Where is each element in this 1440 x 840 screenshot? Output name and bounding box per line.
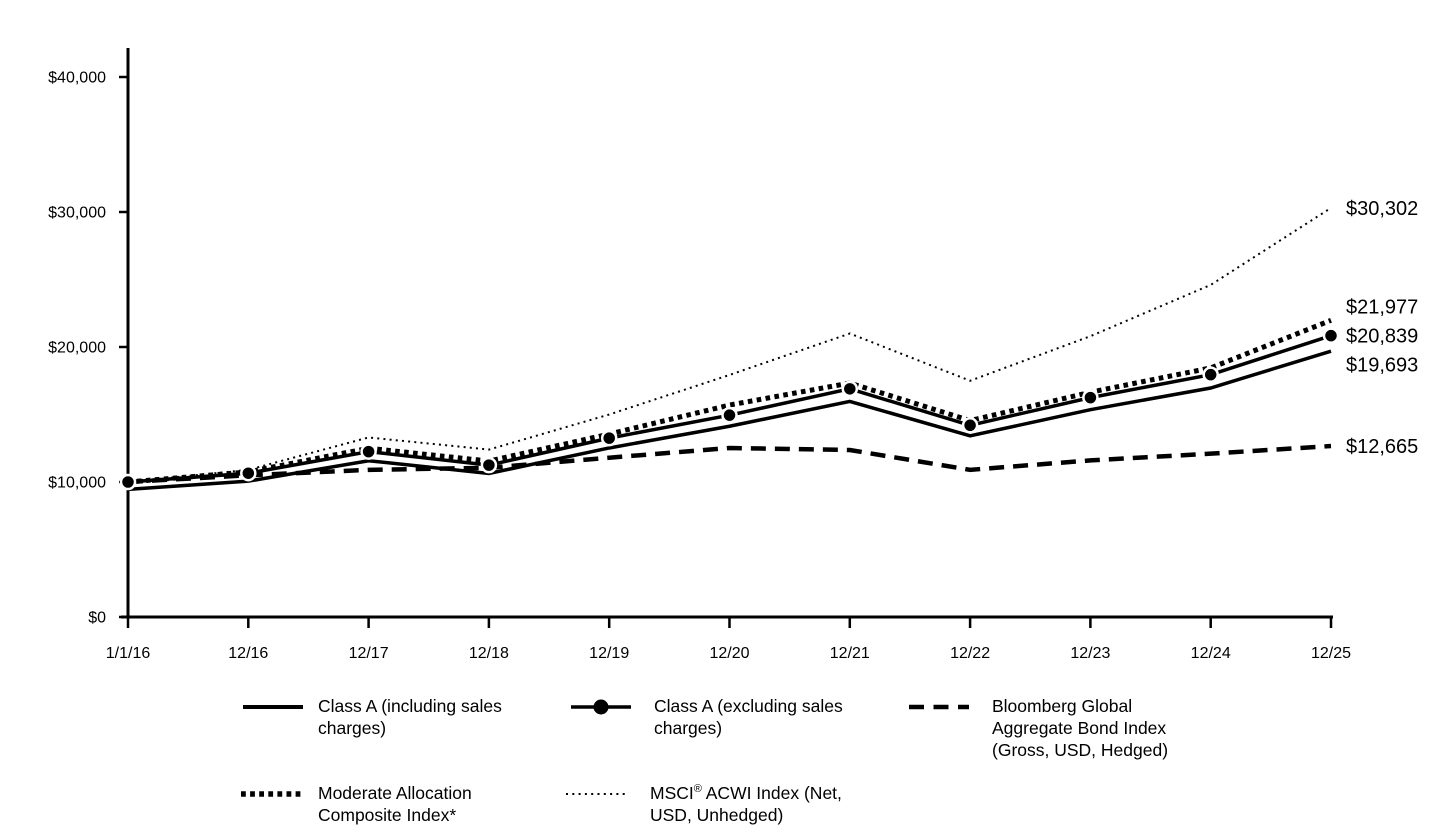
series-line-dashed bbox=[127, 443, 1332, 485]
legend-item: Bloomberg Global Aggregate Bond Index (Gro… bbox=[908, 695, 1168, 761]
data-point-marker bbox=[1082, 389, 1099, 406]
legend-item-label: Moderate Allocation Composite Index* bbox=[318, 783, 472, 825]
x-axis-tick-label: 1/1/16 bbox=[106, 645, 151, 662]
x-axis-tick-label: 12/21 bbox=[830, 645, 870, 662]
series-end-value-label: $21,977 bbox=[1346, 297, 1418, 319]
x-axis-tick-label: 12/20 bbox=[709, 645, 749, 662]
legend-item-label: Class A (excluding sales charges) bbox=[654, 696, 843, 738]
x-axis-tick-label: 12/25 bbox=[1311, 645, 1351, 662]
legend-item-label: Class A (including sales charges) bbox=[318, 696, 502, 738]
data-point-marker bbox=[1322, 327, 1340, 344]
data-point-marker bbox=[841, 380, 859, 398]
legend-swatch-solid-marker-icon bbox=[571, 699, 631, 715]
legend-item: Class A (including sales charges) bbox=[242, 695, 502, 739]
series-end-value-label: $12,665 bbox=[1346, 436, 1418, 458]
data-point-marker bbox=[1202, 366, 1219, 383]
x-axis-tick-label: 12/23 bbox=[1070, 645, 1110, 662]
data-point-marker bbox=[119, 473, 137, 491]
data-point-marker bbox=[600, 429, 618, 447]
series-end-value-label: $30,302 bbox=[1346, 198, 1418, 220]
legend-item: MSCI® ACWI Index (Net, USD, Unhedged) bbox=[565, 782, 842, 826]
data-point-marker bbox=[360, 443, 377, 460]
legend-item-label: Bloomberg Global Aggregate Bond Index (Gro… bbox=[992, 696, 1169, 760]
x-axis-tick-label: 12/24 bbox=[1191, 645, 1231, 662]
series-end-value-label: $19,693 bbox=[1346, 355, 1418, 377]
legend-swatch-dotted-fine-icon bbox=[566, 793, 626, 795]
series-line-dotted-fine bbox=[127, 207, 1332, 483]
legend-swatch-dotted-thick-icon bbox=[241, 791, 301, 797]
legend-swatch-dashed-icon bbox=[909, 704, 969, 710]
x-axis-tick-label: 12/18 bbox=[469, 645, 509, 662]
legend-marker-dot-icon bbox=[593, 699, 609, 715]
series-line-solid bbox=[127, 349, 1332, 492]
legend-item: Class A (excluding sales charges) bbox=[570, 695, 843, 739]
growth-of-10000-line-chart: $0 $10,000 $20,000 $30,000 $40,000 1/1/16 12/1… bbox=[48, 48, 1418, 662]
data-point-marker bbox=[480, 456, 498, 474]
legend-item: Moderate Allocation Composite Index* bbox=[240, 782, 472, 826]
y-axis-tick-label: $30,000 bbox=[48, 205, 106, 222]
data-point-marker bbox=[961, 417, 979, 434]
x-axis-tick-label: 12/19 bbox=[589, 645, 629, 662]
data-point-marker bbox=[721, 406, 738, 424]
x-axis-tick-label: 12/22 bbox=[950, 645, 990, 662]
legend-item-label: MSCI® ACWI Index (Net, USD, Unhedged) bbox=[650, 783, 842, 825]
series-end-value-label: $20,839 bbox=[1346, 326, 1418, 348]
y-axis-tick-label: $20,000 bbox=[48, 340, 106, 357]
y-axis-tick-label: $40,000 bbox=[48, 70, 106, 87]
y-axis-tick-label: $0 bbox=[88, 610, 106, 627]
x-axis-tick-label: 12/16 bbox=[228, 645, 268, 662]
legend-swatch-solid-icon bbox=[243, 705, 303, 709]
data-point-marker bbox=[240, 464, 257, 482]
x-axis-tick-label: 12/17 bbox=[349, 645, 389, 662]
series-line-dotted-thick bbox=[127, 317, 1332, 485]
y-axis-tick-label: $10,000 bbox=[48, 475, 106, 492]
